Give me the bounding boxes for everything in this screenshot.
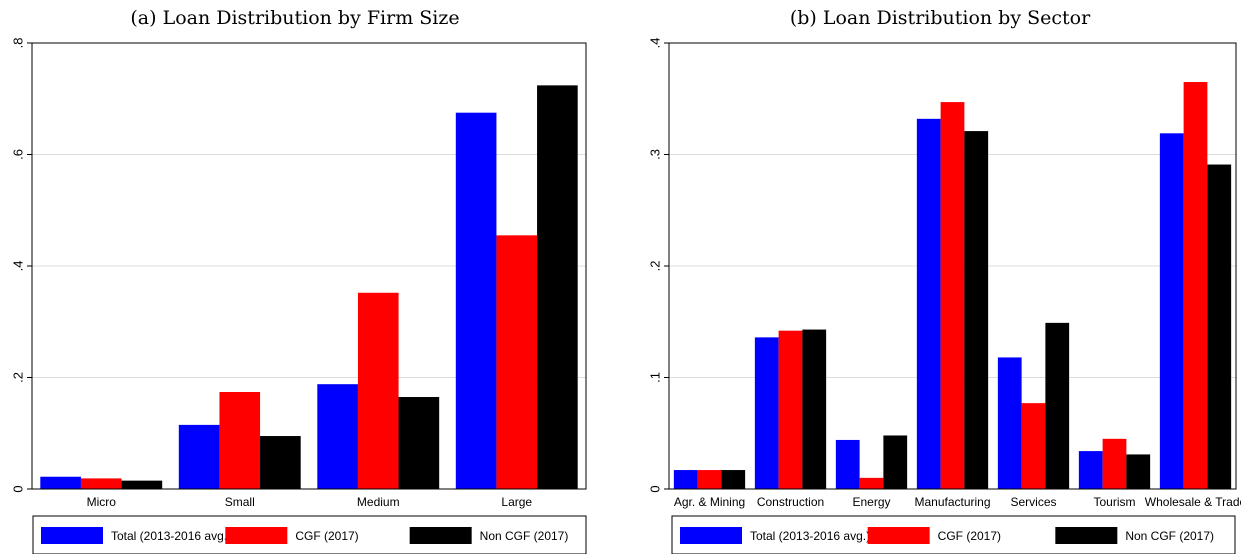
legend-label: Total (2013-2016 avg.) [750,529,870,543]
bar [859,477,884,489]
legend-label: CGF (2017) [938,529,1001,543]
legend-label: Non CGF (2017) [1125,529,1214,543]
legend-label: CGF (2017) [295,529,358,543]
bar [916,118,941,489]
chart-panel-2: (b) Loan Distribution by Sector 0 .1 .2 .3 .4… [648,7,1241,554]
legend-label: Non CGF (2017) [480,529,569,543]
legend-box [671,515,1236,554]
bar [496,235,538,489]
bar [721,470,746,489]
x-tick-label: Large [501,495,532,509]
legend-label: Total (2013-2016 avg.) [111,529,231,543]
bar [997,357,1022,489]
bar [455,112,497,489]
y-tick-label: .6 [11,149,26,160]
y-tick-label: .8 [11,38,26,49]
bar [778,330,803,489]
x-tick-label: Energy [852,495,890,509]
plot-frame [668,42,1237,490]
x-tick-label: Medium [357,495,400,509]
bar [1207,164,1232,489]
bar [537,85,578,490]
legend-swatch [867,527,930,544]
bar [121,480,163,489]
legend-swatch [225,527,288,544]
chart-title: (b) Loan Distribution by Sector [790,7,1091,29]
plot-frame [31,42,587,490]
bar [754,337,779,489]
legend-swatch [41,527,103,544]
bar [697,470,722,489]
y-tick-label: .2 [11,372,26,383]
y-tick-label: .2 [648,261,663,272]
y-tick-label: .1 [648,372,663,383]
legend-box [32,515,587,554]
bar [357,292,399,489]
bar [1045,322,1070,489]
bar [260,436,301,489]
y-tick-label: .4 [11,261,26,272]
legend-swatch [680,527,742,544]
bar [80,478,122,489]
bar [317,384,358,489]
bar [1102,438,1127,489]
y-tick-label: .4 [648,38,663,49]
bar [178,424,220,489]
y-tick-label: .3 [648,149,663,160]
legend-swatch [409,527,472,544]
bar [802,329,827,489]
bar [1183,82,1208,490]
bar [940,102,965,489]
x-tick-label: Micro [87,495,117,509]
x-tick-label: Wholesale & Trade [1145,495,1241,509]
chart-title: (a) Loan Distribution by Firm Size [130,7,459,29]
bar [964,131,989,489]
x-tick-label: Construction [757,495,824,509]
bar [1159,133,1184,489]
bar [1021,403,1046,489]
legend-swatch [1055,527,1118,544]
bar [40,476,81,489]
bar [1078,451,1103,489]
chart-panel-1: (a) Loan Distribution by Firm Size 0 .2 .4.… [11,7,587,554]
bar [835,439,860,489]
y-tick-label: 0 [648,485,663,492]
y-tick-label: 0 [11,485,26,492]
x-tick-label: Manufacturing [914,495,990,509]
bar [219,391,261,489]
bar [398,397,440,489]
x-tick-label: Agr. & Mining [674,495,745,509]
x-tick-label: Small [225,495,255,509]
x-tick-label: Services [1010,495,1056,509]
x-tick-label: Tourism [1093,495,1135,509]
bar [883,435,908,489]
bar [673,470,698,489]
bar [1126,454,1151,489]
